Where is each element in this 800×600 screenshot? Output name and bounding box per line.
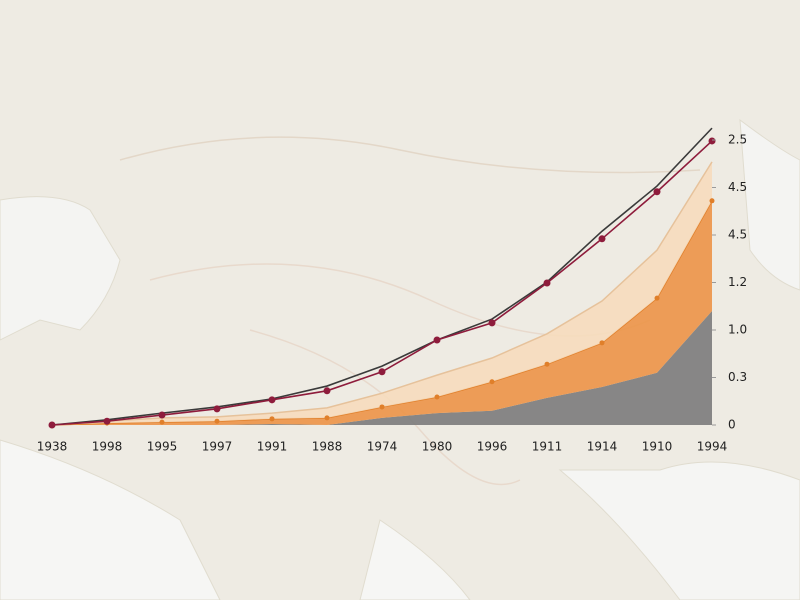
line-marker	[158, 411, 166, 419]
line-marker	[378, 368, 386, 376]
x-tick-label: 1910	[642, 440, 673, 454]
y-tick-label: 0.3	[728, 370, 747, 384]
area-marker	[654, 295, 660, 301]
line-marker	[488, 319, 496, 327]
area-marker	[159, 419, 165, 425]
area-marker	[214, 418, 220, 424]
y-tick-label: 1.0	[728, 323, 747, 337]
area-marker	[434, 394, 440, 400]
x-tick-label: 1997	[202, 440, 233, 454]
x-tick-label: 1991	[257, 440, 288, 454]
x-tick-label: 1938	[37, 440, 68, 454]
line-marker	[48, 421, 56, 429]
line-marker	[433, 336, 441, 344]
y-tick-label: 1.2	[728, 275, 747, 289]
area	[52, 200, 712, 425]
y-tick-label: 2.5	[728, 133, 747, 147]
line-marker	[543, 279, 551, 287]
area-marker	[489, 379, 495, 385]
line-marker	[708, 137, 716, 145]
y-tick-label: 4.5	[728, 180, 747, 194]
x-tick-label: 1911	[532, 440, 563, 454]
y-tick-label: 0	[728, 418, 736, 432]
x-tick-label: 1994	[697, 440, 728, 454]
area-marker	[709, 198, 715, 204]
line-marker	[653, 188, 661, 196]
x-tick-label: 1995	[147, 440, 178, 454]
area-marker	[599, 340, 605, 346]
x-tick-label: 1980	[422, 440, 453, 454]
area-marker	[379, 404, 385, 410]
area	[52, 161, 712, 425]
area	[52, 311, 712, 425]
line-marker	[598, 235, 606, 243]
x-tick-label: 1998	[92, 440, 123, 454]
line-marker	[268, 396, 276, 404]
line-marker	[103, 417, 111, 425]
y-tick-label: 4.5	[728, 228, 747, 242]
x-tick-label: 1988	[312, 440, 343, 454]
area-marker	[324, 415, 330, 421]
line-marker	[323, 387, 331, 395]
line-marker	[213, 405, 221, 413]
area-marker	[544, 361, 550, 367]
area-marker	[269, 416, 275, 422]
x-tick-label: 1974	[367, 440, 398, 454]
x-tick-label: 1996	[477, 440, 508, 454]
x-tick-label: 1914	[587, 440, 618, 454]
